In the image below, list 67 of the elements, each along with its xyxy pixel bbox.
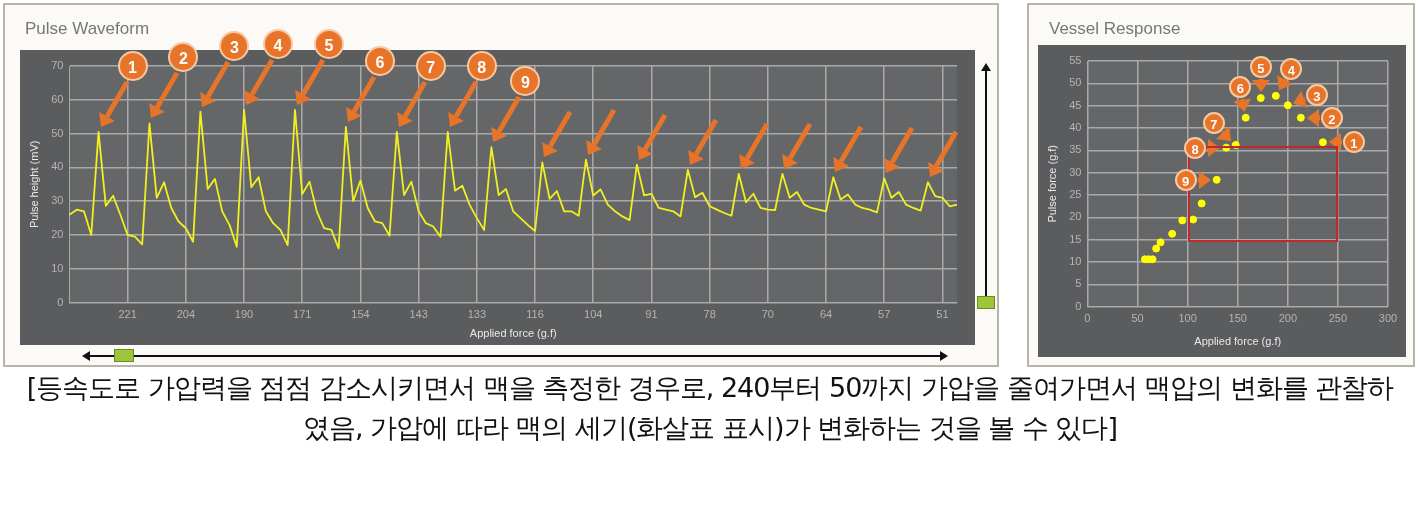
y-axis-title: Pulse height (mV) [27, 140, 40, 229]
x-tick-label: 64 [819, 308, 833, 321]
x-tick-label: 200 [1278, 312, 1297, 325]
y-tick-label: 20 [51, 228, 64, 241]
y-tick-label: 0 [57, 295, 64, 308]
text: [등속도로 가압력을 점점 감소시키면서 맥을 측정한 경우로, 240부터 50까지 가압을 줄여가면서 맥압의 변화를 관찰하였음, 가압에 따라 맥의 세기(화살표 표시)가 변화하는 것을 볼 수 있다] [25, 371, 1395, 445]
x-axis-title: Applied force (g.f) [469, 327, 557, 340]
x-tick-label: 0 [1084, 312, 1091, 325]
y-tick-label: 10 [1069, 254, 1082, 267]
point [1152, 244, 1161, 253]
point [1168, 229, 1177, 238]
x-tick-label: 250 [1328, 312, 1348, 325]
y-tick-label: 70 [51, 59, 64, 72]
circle-badge: 2 [168, 42, 199, 73]
y-tick-label: 10 [51, 261, 64, 274]
x-tick-label: 100 [1178, 312, 1197, 325]
circle-badge: 5 [313, 28, 344, 59]
point [1271, 91, 1280, 100]
y-tick-label: 50 [1069, 76, 1082, 89]
y-tick-label: 40 [51, 160, 64, 173]
y-tick-label: 50 [51, 126, 64, 139]
point [1178, 216, 1187, 225]
circle-badge: 3 [219, 30, 250, 61]
point [1256, 94, 1265, 103]
x-tick-label: 116 [526, 308, 544, 321]
x-tick-label: 171 [293, 308, 312, 321]
y-tick-label: 30 [1069, 165, 1082, 178]
y-axis-title: Pulse force (g.f) [1045, 144, 1058, 223]
y-tick-label: 30 [51, 194, 64, 207]
point [1283, 101, 1292, 110]
x-tick-label: 57 [878, 308, 891, 321]
x-tick-label: 78 [703, 308, 716, 321]
x-axis-title: Applied force (g.f) [1194, 335, 1282, 348]
chart-title: Vessel Response [1049, 19, 1181, 39]
x-tick-label: 154 [351, 308, 370, 321]
y-tick-label: 45 [1069, 98, 1082, 111]
point [1197, 199, 1206, 208]
x-tick-label: 221 [118, 308, 137, 321]
x-tick-label: 300 [1378, 312, 1398, 325]
x-tick-label: 143 [409, 308, 428, 321]
x-tick-label: 51 [936, 308, 949, 321]
chart-title: Pulse Waveform [25, 19, 150, 39]
x-tick-label: 50 [1131, 312, 1144, 325]
x-tick-label: 91 [645, 308, 658, 321]
point [1241, 113, 1250, 122]
y-tick-label: 40 [1069, 121, 1082, 134]
y-tick-label: 20 [1069, 210, 1082, 223]
x-tick-label: 104 [584, 308, 603, 321]
point [1189, 215, 1198, 224]
x-tick-label: 204 [176, 308, 196, 321]
point [1212, 175, 1221, 184]
point [1156, 238, 1165, 247]
x-tick-label: 150 [1228, 312, 1247, 325]
circle-badge: 4 [263, 28, 294, 59]
x-tick-label: 133 [467, 308, 487, 321]
x-tick-label: 70 [761, 308, 774, 321]
y-tick-label: 25 [1069, 187, 1082, 200]
x-tick-label: 190 [234, 308, 254, 321]
point [1318, 138, 1327, 147]
y-tick-label: 15 [1069, 232, 1082, 245]
circle-badge: 6 [364, 45, 395, 76]
point [1296, 113, 1305, 122]
y-tick-label: 55 [1069, 54, 1082, 67]
y-tick-label: 35 [1069, 143, 1082, 156]
y-tick-label: 60 [51, 92, 64, 105]
y-tick-label: 0 [1075, 299, 1082, 312]
y-tick-label: 5 [1075, 277, 1082, 290]
